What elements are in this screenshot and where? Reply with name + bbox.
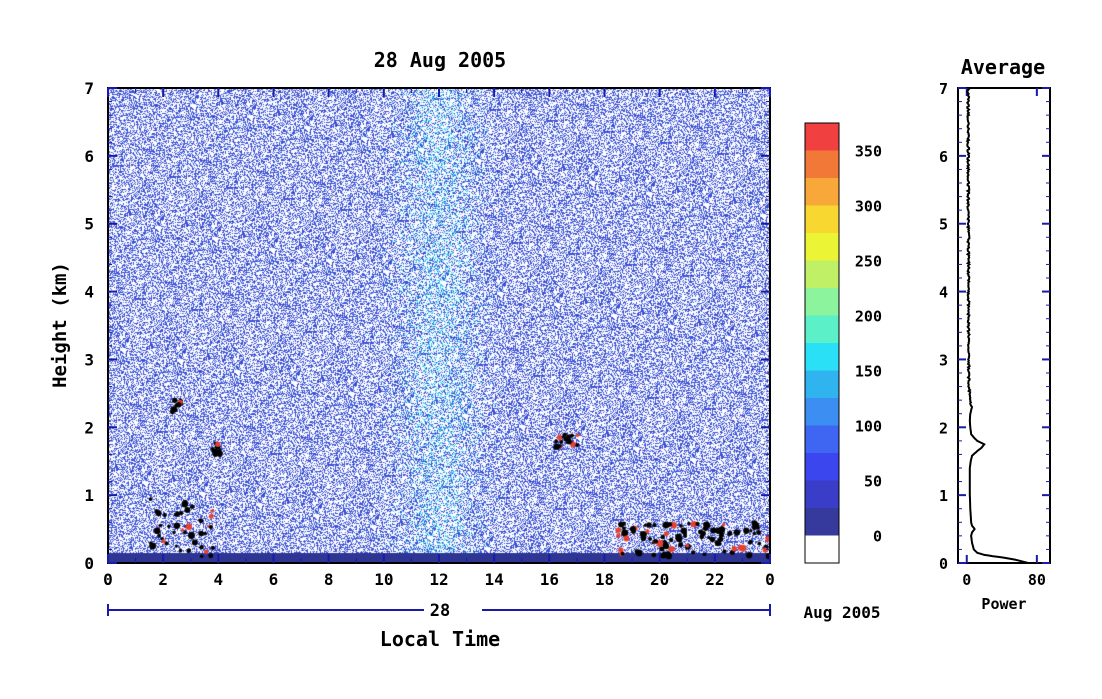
main-chart-title: 28 Aug 2005 xyxy=(374,48,506,72)
date-axis-month: Aug 2005 xyxy=(803,603,880,622)
colorbar-tick-label: 50 xyxy=(864,473,882,491)
average-y-tick-label: 5 xyxy=(939,216,948,234)
colorbar-swatch xyxy=(805,150,839,178)
colorbar-swatch xyxy=(805,343,839,371)
colorbar-swatch xyxy=(805,370,839,398)
x-tick-label: 6 xyxy=(269,570,279,589)
x-tick-label: 12 xyxy=(429,570,448,589)
y-axis-label: Height (km) xyxy=(49,262,71,388)
y-tick-label: 2 xyxy=(84,418,94,437)
colorbar-swatch xyxy=(805,398,839,426)
date-axis: 28 Aug 2005 xyxy=(107,601,881,622)
colorbar-tick-label: 250 xyxy=(855,253,882,271)
y-tick-label: 4 xyxy=(84,283,94,302)
colorbar-swatch xyxy=(805,508,839,536)
average-chart-title: Average xyxy=(961,55,1045,79)
colorbar: 0 50 100 150 200 250 300 350 xyxy=(804,122,882,564)
average-x-tick-label: 80 xyxy=(1028,571,1046,589)
heatmap-plot-area xyxy=(107,87,771,564)
average-y-axis: 0 1 2 3 4 5 6 7 xyxy=(939,80,1050,573)
x-tick-label: 10 xyxy=(374,570,393,589)
colorbar-frame xyxy=(804,122,840,564)
average-y-tick-label: 6 xyxy=(939,148,948,166)
x-axis: 0 2 4 6 8 10 12 14 16 18 20 22 0 xyxy=(103,88,775,589)
average-y-tick-label: 4 xyxy=(939,284,948,302)
colorbar-swatch xyxy=(805,123,839,151)
colorbar-labels: 0 50 100 150 200 250 300 350 xyxy=(855,143,882,546)
average-profile-line xyxy=(965,87,1029,564)
colorbar-swatch xyxy=(805,315,839,343)
x-tick-label: 18 xyxy=(595,570,614,589)
colorbar-swatch xyxy=(805,288,839,316)
colorbar-swatch xyxy=(805,260,839,288)
average-x-axis-label: Power xyxy=(981,595,1026,613)
average-y-tick-label: 2 xyxy=(939,419,948,437)
average-y-tick-label: 7 xyxy=(939,80,948,98)
colorbar-swatch xyxy=(805,205,839,233)
average-chart: Average 0 1 2 3 4 5 6 7 0 80 Power xyxy=(939,55,1051,613)
y-axis: 0 1 2 3 4 5 6 7 xyxy=(84,79,770,573)
colorbar-tick-label: 0 xyxy=(873,528,882,546)
colorbar-tick-label: 150 xyxy=(855,363,882,381)
y-tick-label: 1 xyxy=(84,486,94,505)
x-tick-label: 20 xyxy=(650,570,669,589)
colorbar-swatch xyxy=(805,453,839,481)
colorbar-swatches xyxy=(805,123,839,563)
colorbar-swatch xyxy=(805,178,839,206)
colorbar-swatch xyxy=(805,480,839,508)
average-x-axis: 0 80 xyxy=(962,88,1046,589)
y-tick-label: 3 xyxy=(84,350,94,369)
average-x-tick-label: 0 xyxy=(962,571,971,589)
colorbar-swatch xyxy=(805,233,839,261)
average-y-tick-label: 3 xyxy=(939,351,948,369)
y-tick-label: 7 xyxy=(84,79,94,98)
heatmap-image xyxy=(108,88,770,563)
y-tick-label: 0 xyxy=(84,554,94,573)
x-tick-label: 2 xyxy=(158,570,168,589)
date-axis-day: 28 xyxy=(430,601,450,621)
colorbar-tick-label: 100 xyxy=(855,418,882,436)
x-tick-label: 14 xyxy=(485,570,504,589)
average-y-tick-label: 1 xyxy=(939,487,948,505)
x-tick-label: 8 xyxy=(324,570,334,589)
x-tick-label: 0 xyxy=(103,570,113,589)
colorbar-swatch xyxy=(805,425,839,453)
x-tick-label: 16 xyxy=(540,570,559,589)
x-tick-label: 0 xyxy=(765,570,775,589)
average-y-tick-label: 0 xyxy=(939,555,948,573)
colorbar-swatch xyxy=(805,535,839,563)
y-tick-label: 5 xyxy=(84,215,94,234)
colorbar-tick-label: 350 xyxy=(855,143,882,161)
x-tick-label: 4 xyxy=(214,570,224,589)
colorbar-tick-label: 200 xyxy=(855,308,882,326)
colorbar-tick-label: 300 xyxy=(855,198,882,216)
y-tick-label: 6 xyxy=(84,147,94,166)
average-plot-frame xyxy=(957,87,1051,564)
x-axis-label: Local Time xyxy=(380,627,500,651)
x-tick-label: 22 xyxy=(705,570,724,589)
